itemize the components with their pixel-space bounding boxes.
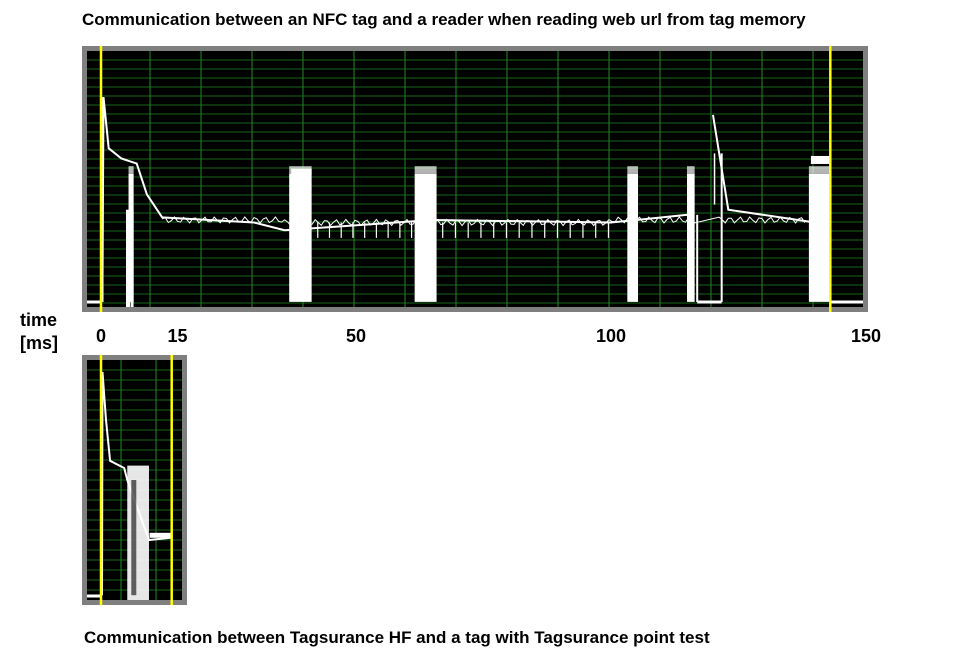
signal-burst-edge — [808, 166, 830, 174]
zoom-time-markers — [99, 355, 173, 605]
signal-envelope — [712, 114, 816, 224]
signal-burst — [289, 173, 312, 302]
zoom-signal-trace — [87, 371, 172, 600]
signal-burst — [414, 173, 437, 302]
x-axis-unit: [ms] — [20, 333, 59, 353]
signal-burst — [627, 173, 639, 302]
zoom-carrier — [149, 532, 172, 538]
main-signal-trace — [87, 96, 863, 307]
chart-title-bottom: Communication between Tagsurance HF and … — [84, 628, 710, 647]
signal-noise — [162, 216, 806, 227]
signal-burst-top — [810, 155, 830, 164]
signal-burst — [808, 173, 830, 302]
chart-title-top: Communication between an NFC tag and a r… — [82, 10, 806, 29]
main-grid — [87, 51, 863, 307]
signal-burst-edge — [627, 166, 639, 174]
main-plot-area — [87, 51, 863, 307]
signal-collision — [125, 209, 130, 307]
x-tick-150: 150 — [850, 326, 882, 346]
signal-burst-top — [291, 168, 312, 175]
main-time-markers — [99, 46, 832, 312]
x-tick-50: 50 — [345, 326, 367, 346]
signal-collision — [130, 209, 134, 307]
signal-envelope — [101, 96, 688, 282]
x-axis-label: time — [20, 310, 58, 330]
signal-burst-edge — [128, 166, 134, 174]
x-tick-15: 15 — [167, 326, 188, 346]
signal-burst-edge — [686, 166, 695, 174]
x-tick-100: 100 — [595, 326, 627, 346]
x-tick-0: 0 — [95, 326, 107, 346]
zoom-burst — [127, 465, 149, 600]
signal-burst-edge — [414, 166, 437, 174]
signal-burst — [686, 173, 695, 302]
zoom-burst-gap — [131, 480, 137, 596]
